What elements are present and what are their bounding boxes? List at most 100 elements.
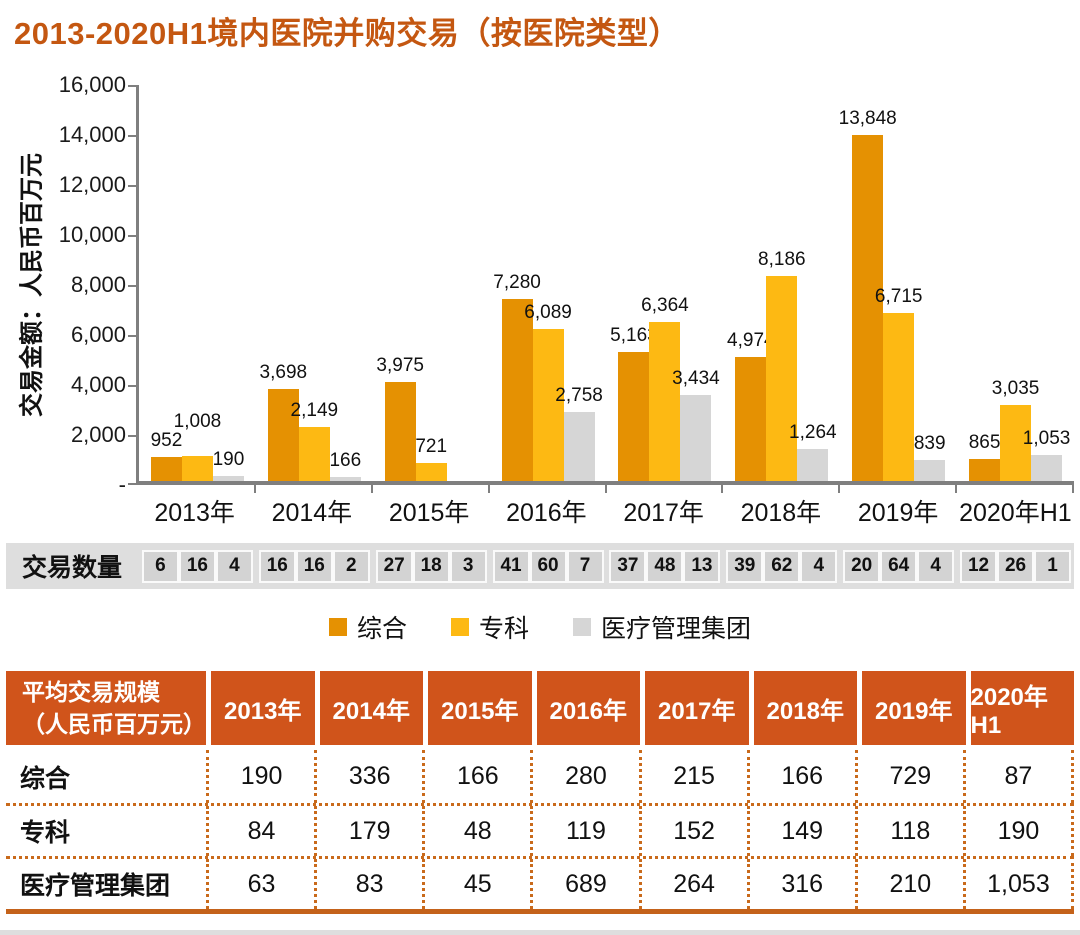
bar-医疗管理集团 — [1031, 454, 1063, 481]
count-cell: 3 — [449, 549, 487, 583]
count-cell: 13 — [683, 549, 721, 583]
bottom-divider — [0, 930, 1080, 935]
value-cell: 179 — [314, 806, 422, 856]
count-group: 41 60 7 — [490, 549, 607, 583]
legend-swatch-综合 — [328, 618, 347, 636]
value-cell: 264 — [638, 859, 747, 909]
table-header-title-line: 平均交易规模 — [22, 678, 160, 705]
count-cell: 18 — [412, 549, 450, 583]
count-cell: 12 — [960, 549, 998, 583]
bar-group: 865 3,035 1,053 — [957, 85, 1074, 481]
table-header-year-cell: 2018年 — [753, 671, 857, 745]
value-cell: 48 — [422, 806, 530, 856]
bar-专科 — [766, 276, 798, 481]
bar-slot: 13,848 — [839, 108, 897, 481]
bar-专科 — [1000, 405, 1032, 481]
bar-slot: 7,280 — [493, 272, 541, 481]
value-cell: 336 — [314, 750, 422, 803]
bar-slot: 1,008 — [174, 411, 221, 481]
bar-slot: 865 — [969, 432, 1001, 481]
y-tick-mark — [128, 335, 139, 337]
table-header-title-line: （人民币百万元） — [22, 711, 206, 737]
bar-value-label: 865 — [968, 432, 1001, 454]
value-cell: 1,053 — [962, 859, 1071, 909]
count-group: 6 16 4 — [139, 549, 256, 583]
count-cell: 20 — [843, 549, 881, 583]
bar-slot: 2,149 — [291, 400, 338, 481]
count-cell: 60 — [529, 549, 567, 583]
count-cell: 6 — [141, 549, 179, 583]
count-cell: 16 — [258, 549, 296, 583]
bar-综合 — [852, 134, 884, 481]
x-axis-tick — [838, 485, 841, 493]
bar-value-label: 721 — [415, 435, 448, 457]
value-cell: 119 — [530, 806, 638, 856]
bar-slot: 1,264 — [789, 422, 837, 481]
plot-area: 952 1,008 190 3,698 2,149 166 3,975 721 7,280 6,0… — [128, 85, 1074, 493]
x-axis-label: 2017年 — [623, 499, 704, 527]
bar-slot: 8,186 — [758, 249, 806, 481]
y-tick-mark — [128, 435, 139, 437]
x-axis-tick — [370, 485, 373, 493]
value-cell: 84 — [206, 806, 314, 856]
bar-综合 — [501, 299, 533, 481]
bar-医疗管理集团 — [212, 476, 244, 481]
y-axis-tick-labels: 16,000 14,000 12,000 10,000 8,000 6,000 4,000 2… — [52, 72, 136, 497]
table-header-year-cell: 2013年 — [211, 671, 315, 745]
row-label-cell: 综合 — [20, 764, 71, 793]
table-header-year-cell: 2020年H1 — [970, 671, 1074, 745]
y-tick-mark — [128, 483, 139, 485]
bar-slot: 3,434 — [672, 368, 720, 481]
table-row: 专科 84 179 48 119 152 149 118 190 — [6, 803, 1074, 856]
table-row: 综合 190 336 166 280 215 166 729 87 — [6, 750, 1074, 803]
bar-value-label: 952 — [150, 430, 183, 452]
count-group: 20 64 4 — [840, 549, 957, 583]
table-header-year-cell: 2019年 — [862, 671, 966, 745]
bar-group: 7,280 6,089 2,758 — [490, 85, 607, 481]
x-axis-label: 2015年 — [388, 499, 470, 527]
bar-slot: 6,089 — [524, 302, 572, 481]
bar-slot: 721 — [415, 436, 447, 481]
bar-slot: 839 — [914, 433, 946, 481]
bar-医疗管理集团 — [680, 395, 712, 481]
count-group: 39 62 4 — [723, 549, 840, 583]
count-group: 12 26 1 — [957, 549, 1074, 583]
bar-专科 — [649, 321, 681, 481]
count-cell: 1 — [1034, 549, 1072, 583]
y-tick-label: 8,000 — [70, 272, 126, 297]
bar-group: 952 1,008 190 — [139, 85, 256, 481]
bar-value-label: 190 — [212, 449, 245, 471]
value-cell: 190 — [962, 806, 1071, 856]
bar-value-label: 4,974 — [727, 329, 775, 351]
table-row: 医疗管理集团 63 83 45 689 264 316 210 1,053 — [6, 856, 1074, 909]
count-cell: 4 — [800, 549, 838, 583]
x-axis-label: 2020年H1 — [959, 499, 1072, 527]
count-group: 27 18 3 — [373, 549, 490, 583]
bar-value-label: 839 — [913, 433, 946, 455]
bar-专科 — [532, 328, 564, 481]
bar-综合 — [969, 459, 1001, 481]
x-axis-tick — [721, 485, 724, 493]
plot-wrap: 952 1,008 190 3,698 2,149 166 3,975 721 7,280 6,0… — [128, 85, 1074, 529]
bar-value-label: 1,053 — [1022, 427, 1071, 449]
bar-医疗管理集团 — [563, 412, 595, 481]
count-cell: 2 — [332, 549, 370, 583]
y-tick-label: 4,000 — [70, 372, 126, 397]
table-header-year-cell: 2014年 — [319, 671, 423, 745]
count-cell: 48 — [646, 549, 684, 583]
count-cell: 41 — [492, 549, 530, 583]
bar-value-label: 6,089 — [524, 301, 572, 323]
bar-value-label: 13,848 — [838, 107, 897, 129]
count-cell: 27 — [375, 549, 413, 583]
bar-专科 — [181, 455, 213, 481]
bar-综合 — [267, 388, 299, 481]
bar-value-label: 3,434 — [672, 368, 720, 390]
bar-专科 — [415, 462, 447, 481]
legend-swatch-专科 — [450, 618, 469, 636]
transaction-count-label: 交易数量 — [22, 554, 123, 582]
table-header-year-cell: 2016年 — [536, 671, 640, 745]
table-body: 综合 190 336 166 280 215 166 729 87 专科 84 179 48 119 152… — [6, 750, 1074, 914]
x-axis-tick — [604, 485, 607, 493]
avg-deal-size-table: 平均交易规模 （人民币百万元） 2013年 2014年 2015年 2016年 2017年 2… — [6, 671, 1074, 914]
bar-value-label: 2,758 — [555, 385, 603, 407]
